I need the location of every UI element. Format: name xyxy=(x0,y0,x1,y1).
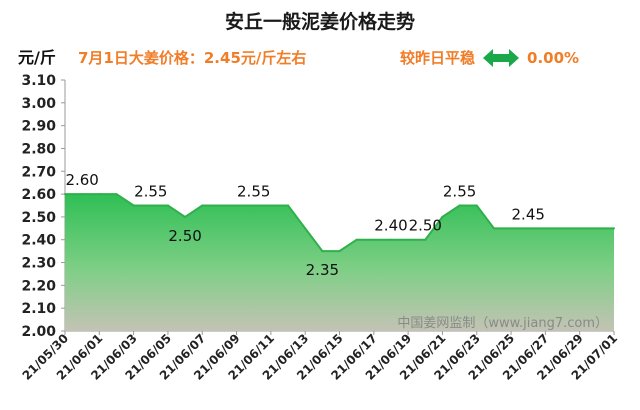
y-tick-label: 2.40 xyxy=(21,233,56,249)
data-point xyxy=(355,238,358,241)
data-point xyxy=(269,204,272,207)
data-point xyxy=(544,227,547,230)
y-tick-label: 2.00 xyxy=(21,324,56,340)
y-tick-label: 2.80 xyxy=(21,141,56,157)
y-tick-label: 2.10 xyxy=(21,301,56,317)
data-point xyxy=(321,250,324,253)
y-tick-label: 2.70 xyxy=(21,164,56,180)
data-point xyxy=(613,227,615,230)
data-label: 2.55 xyxy=(237,183,270,201)
y-tick-label: 3.10 xyxy=(21,73,56,89)
data-label: 2.50 xyxy=(168,227,201,245)
double-arrow-icon xyxy=(483,48,520,67)
chart-title: 安丘一般泥姜价格走势 xyxy=(224,11,415,33)
y-tick-label: 2.20 xyxy=(21,278,56,294)
data-point xyxy=(218,204,221,207)
compare-status: 较昨日平稳 0.00% xyxy=(400,47,579,68)
data-point xyxy=(252,204,255,207)
data-point xyxy=(424,238,427,241)
data-point xyxy=(81,193,84,196)
data-label: 2.40 xyxy=(374,217,407,235)
data-point xyxy=(184,215,187,218)
data-point xyxy=(98,193,101,196)
y-tick-label: 2.90 xyxy=(21,119,56,135)
data-point xyxy=(64,193,66,196)
data-point xyxy=(201,204,204,207)
data-point xyxy=(235,204,238,207)
data-label: 2.55 xyxy=(134,183,167,201)
watermark: 中国姜网监制（www.jiang7.com） xyxy=(397,316,608,331)
price-note: 7月1日大姜价格：2.45元/斤左右 xyxy=(78,49,307,67)
data-label: 2.60 xyxy=(65,171,98,189)
data-point xyxy=(595,227,598,230)
data-point xyxy=(287,204,290,207)
y-tick-label: 3.00 xyxy=(21,96,56,112)
data-label: 2.35 xyxy=(306,261,339,279)
data-point xyxy=(115,193,118,196)
data-point xyxy=(389,238,392,241)
compare-label: 较昨日平稳 xyxy=(400,49,476,67)
data-point xyxy=(527,227,530,230)
data-label: 2.50 xyxy=(409,217,442,235)
data-point xyxy=(407,238,410,241)
data-point xyxy=(304,227,307,230)
y-tick-label: 2.60 xyxy=(21,187,56,203)
data-point xyxy=(441,215,444,218)
data-point xyxy=(510,227,513,230)
data-point xyxy=(132,204,135,207)
data-point xyxy=(458,204,461,207)
data-point xyxy=(338,250,341,253)
data-label: 2.45 xyxy=(512,205,545,223)
data-point xyxy=(561,227,564,230)
data-point xyxy=(578,227,581,230)
data-point xyxy=(149,204,152,207)
data-point xyxy=(492,227,495,230)
data-label: 2.55 xyxy=(443,183,476,201)
price-area xyxy=(65,194,614,331)
data-point xyxy=(166,204,169,207)
data-point xyxy=(475,204,478,207)
data-point xyxy=(372,238,375,241)
compare-value: 0.00% xyxy=(527,48,580,67)
y-tick-label: 2.30 xyxy=(21,256,56,272)
y-tick-label: 2.50 xyxy=(21,210,56,226)
y-unit-label: 元/斤 xyxy=(18,48,56,67)
